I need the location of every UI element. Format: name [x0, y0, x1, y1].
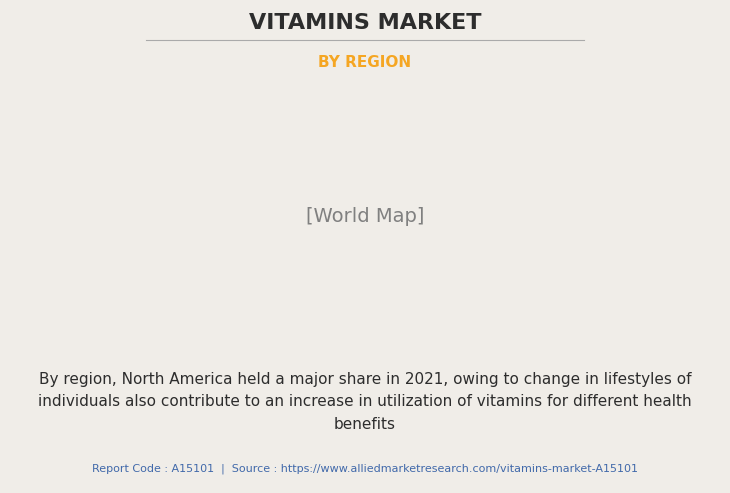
Text: VITAMINS MARKET: VITAMINS MARKET: [249, 13, 481, 34]
Text: [World Map]: [World Map]: [306, 208, 424, 226]
Text: BY REGION: BY REGION: [318, 55, 412, 70]
Text: By region, North America held a major share in 2021, owing to change in lifestyl: By region, North America held a major sh…: [38, 372, 692, 431]
Text: Report Code : A15101  |  Source : https://www.alliedmarketresearch.com/vitamins-: Report Code : A15101 | Source : https://…: [92, 463, 638, 474]
